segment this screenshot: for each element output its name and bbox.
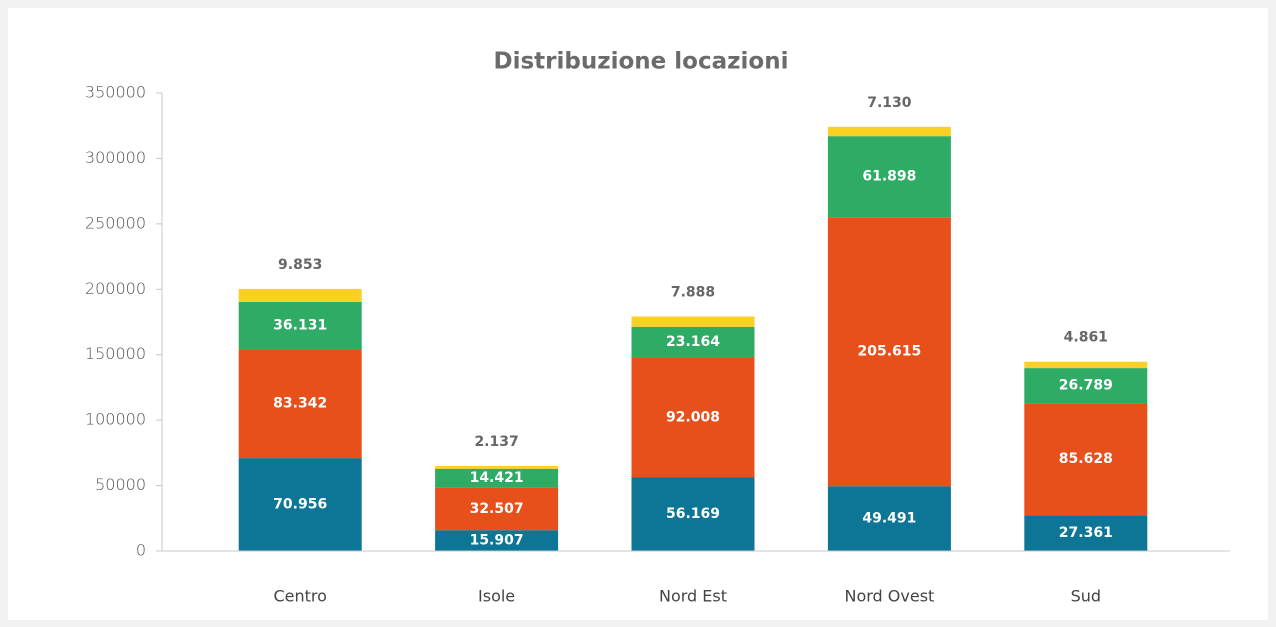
value-label: 26.789: [1059, 378, 1113, 394]
y-tick-label: 250000: [85, 213, 146, 232]
y-tick-label: 0: [136, 541, 146, 560]
y-tick-label: 100000: [85, 410, 146, 429]
bar-segment: [827, 217, 951, 487]
x-tick-label: Nord Est: [659, 587, 727, 606]
value-label: 61.898: [862, 169, 916, 185]
bar-segment: [238, 458, 362, 551]
bar-segment: [631, 357, 755, 478]
bar-segment: [238, 301, 362, 350]
value-label: 70.956: [273, 497, 327, 513]
bar-segment: [238, 349, 362, 459]
x-tick-label: Nord Ovest: [844, 587, 934, 606]
value-label: 7.888: [671, 284, 715, 300]
value-label: 32.507: [470, 501, 524, 517]
bar-segment: [435, 487, 559, 531]
value-label: 23.164: [666, 334, 720, 350]
x-tick-label: Centro: [273, 587, 326, 606]
y-tick-label: 350000: [85, 83, 146, 102]
bar-segment: [827, 136, 951, 218]
bar-segment: [827, 486, 951, 551]
value-label: 49.491: [862, 511, 916, 527]
value-label: 56.169: [666, 506, 720, 522]
bar-segment: [827, 126, 951, 137]
value-label: 15.907: [470, 533, 524, 549]
bar-segment: [1024, 515, 1148, 551]
y-tick-label: 200000: [85, 279, 146, 298]
value-label: 27.361: [1059, 525, 1113, 541]
value-label: 205.615: [858, 344, 922, 360]
value-label: 92.008: [666, 409, 720, 425]
bar-segment: [1024, 361, 1148, 369]
value-label: 7.130: [867, 95, 912, 111]
x-tick-label: Isole: [478, 587, 515, 606]
bar-segment: [631, 316, 755, 327]
bar-segment: [631, 477, 755, 551]
value-label: 36.131: [273, 317, 327, 333]
value-label: 85.628: [1059, 451, 1113, 467]
bar-segment: [435, 465, 559, 469]
chart-title: Distribuzione locazioni: [494, 49, 789, 75]
bar-segment: [435, 468, 559, 488]
value-label: 2.137: [474, 434, 518, 450]
y-tick-label: 50000: [95, 475, 146, 494]
value-label: 83.342: [273, 396, 327, 412]
y-tick-label: 150000: [85, 344, 146, 363]
value-label: 4.861: [1064, 330, 1108, 346]
bar-segment: [1024, 403, 1148, 516]
value-label: 9.853: [278, 257, 322, 273]
bar-segment: [435, 530, 559, 551]
bar-segment: [631, 326, 755, 358]
bar-segment: [238, 288, 362, 302]
x-tick-label: Sud: [1071, 587, 1101, 606]
bar-segment: [1024, 368, 1148, 404]
value-label: 14.421: [470, 470, 524, 486]
y-tick-label: 300000: [85, 148, 146, 167]
